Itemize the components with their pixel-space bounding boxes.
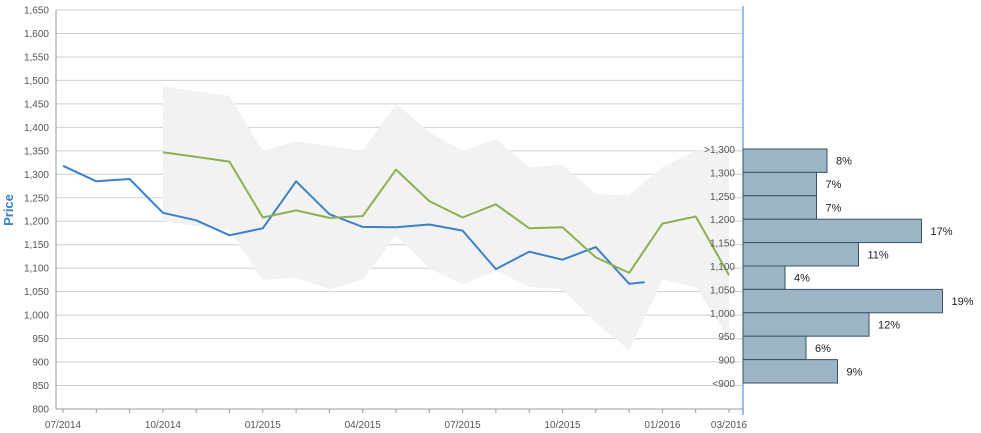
distribution-value-label: 9% xyxy=(847,366,863,378)
y-tick-label: 950 xyxy=(32,334,49,345)
distribution-value-label: 12% xyxy=(878,320,900,332)
distribution-category-label: <900 xyxy=(712,379,735,390)
y-tick-label: 1,450 xyxy=(24,99,49,110)
x-tick-label: 01/2016 xyxy=(644,420,681,431)
distribution-category-label: 1,200 xyxy=(710,215,735,226)
x-tick-label: 07/2014 xyxy=(45,420,82,431)
distribution-category-label: 1,150 xyxy=(710,239,735,250)
distribution-value-label: 8% xyxy=(836,156,852,168)
distribution-value-label: 7% xyxy=(826,203,842,215)
x-tick-label: 10/2014 xyxy=(145,420,182,431)
price-series-line xyxy=(62,164,645,285)
y-tick-label: 900 xyxy=(32,358,49,369)
y-tick-label: 1,650 xyxy=(24,6,49,17)
x-tick-label: 04/2015 xyxy=(345,420,382,431)
distribution-value-label: 4% xyxy=(794,273,810,285)
distribution-category-label: 900 xyxy=(718,356,735,367)
x-tick-label: 01/2015 xyxy=(245,420,282,431)
distribution-bar xyxy=(742,312,870,337)
distribution-category-label: 1,250 xyxy=(710,192,735,203)
distribution-value-label: 7% xyxy=(826,179,842,191)
y-tick-label: 1,100 xyxy=(24,264,49,275)
distribution-bar xyxy=(742,265,786,290)
x-tick-label: 10/2015 xyxy=(544,420,581,431)
distribution-value-label: 17% xyxy=(931,226,953,238)
x-tick-label: 03/2016 xyxy=(711,420,748,431)
distribution-bar xyxy=(742,171,817,197)
y-tick-label: 1,150 xyxy=(24,240,49,251)
y-tick-label: 1,050 xyxy=(24,287,49,298)
y-tick-label: 1,600 xyxy=(24,29,49,40)
distribution-bar xyxy=(742,242,859,267)
range-band-area xyxy=(162,86,729,351)
distribution-category-label: >1,300 xyxy=(704,145,735,156)
distribution-category-label: 1,050 xyxy=(710,285,735,296)
y-tick-label: 800 xyxy=(32,405,49,416)
y-tick-label: 1,500 xyxy=(24,76,49,87)
y-tick-label: 1,200 xyxy=(24,217,49,228)
distribution-category-label: 1,100 xyxy=(710,262,735,273)
distribution-category-label: 1,000 xyxy=(710,309,735,320)
distribution-bar xyxy=(742,148,828,173)
distribution-value-label: 6% xyxy=(815,343,831,355)
distribution-histogram: >1,300 8% 1,300 7% 1,250 7% 1,200 17% 1,150 11% 1,… xyxy=(704,145,974,390)
distribution-category-label: 950 xyxy=(718,332,735,343)
y-tick-label: 850 xyxy=(32,381,49,392)
y-axis-title: Price xyxy=(1,194,16,226)
distribution-value-label: 11% xyxy=(868,249,889,261)
y-tick-label: 1,550 xyxy=(24,52,49,63)
distribution-bar xyxy=(742,195,817,220)
distribution-bar xyxy=(742,218,922,244)
y-tick-label: 1,400 xyxy=(24,123,49,134)
forecast-series-line xyxy=(162,151,730,276)
y-tick-label: 1,000 xyxy=(24,311,49,322)
y-tick-label: 1,250 xyxy=(24,193,49,204)
distribution-bar xyxy=(742,359,838,384)
y-tick-label: 1,350 xyxy=(24,146,49,157)
y-tick-label: 1,300 xyxy=(24,170,49,181)
distribution-bar xyxy=(742,288,943,314)
price-range-band xyxy=(162,86,729,351)
x-tick-label: 07/2015 xyxy=(445,420,482,431)
series-lines xyxy=(62,151,730,285)
distribution-category-label: 1,300 xyxy=(710,168,735,179)
distribution-bar xyxy=(742,335,807,361)
distribution-value-label: 19% xyxy=(952,296,974,308)
